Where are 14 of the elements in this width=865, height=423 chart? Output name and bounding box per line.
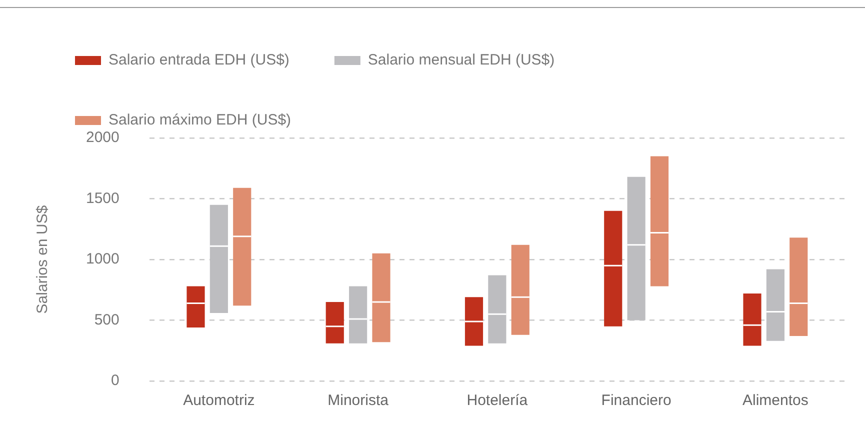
y-tick-label: 1500 — [86, 190, 120, 207]
x-tick-label: Automotriz — [183, 392, 255, 410]
x-tick-label: Alimentos — [742, 392, 808, 410]
x-tick-label: Minorista — [328, 392, 390, 410]
x-tick-label: Hotelería — [466, 392, 528, 410]
legend-label: Salario entrada EDH (US$) — [108, 52, 290, 69]
y-axis-title: Salarios en US$ — [34, 204, 52, 314]
y-tick-label: 1000 — [86, 250, 120, 268]
y-tick-label: 2000 — [86, 129, 120, 146]
legend-label: Salario mensual EDH (US$) — [368, 52, 555, 69]
y-tick-label: 0 — [111, 372, 120, 390]
y-tick-label: 500 — [94, 311, 120, 328]
x-tick-label: Financiero — [601, 392, 672, 410]
legend-label: Salario máximo EDH (US$) — [108, 112, 292, 129]
